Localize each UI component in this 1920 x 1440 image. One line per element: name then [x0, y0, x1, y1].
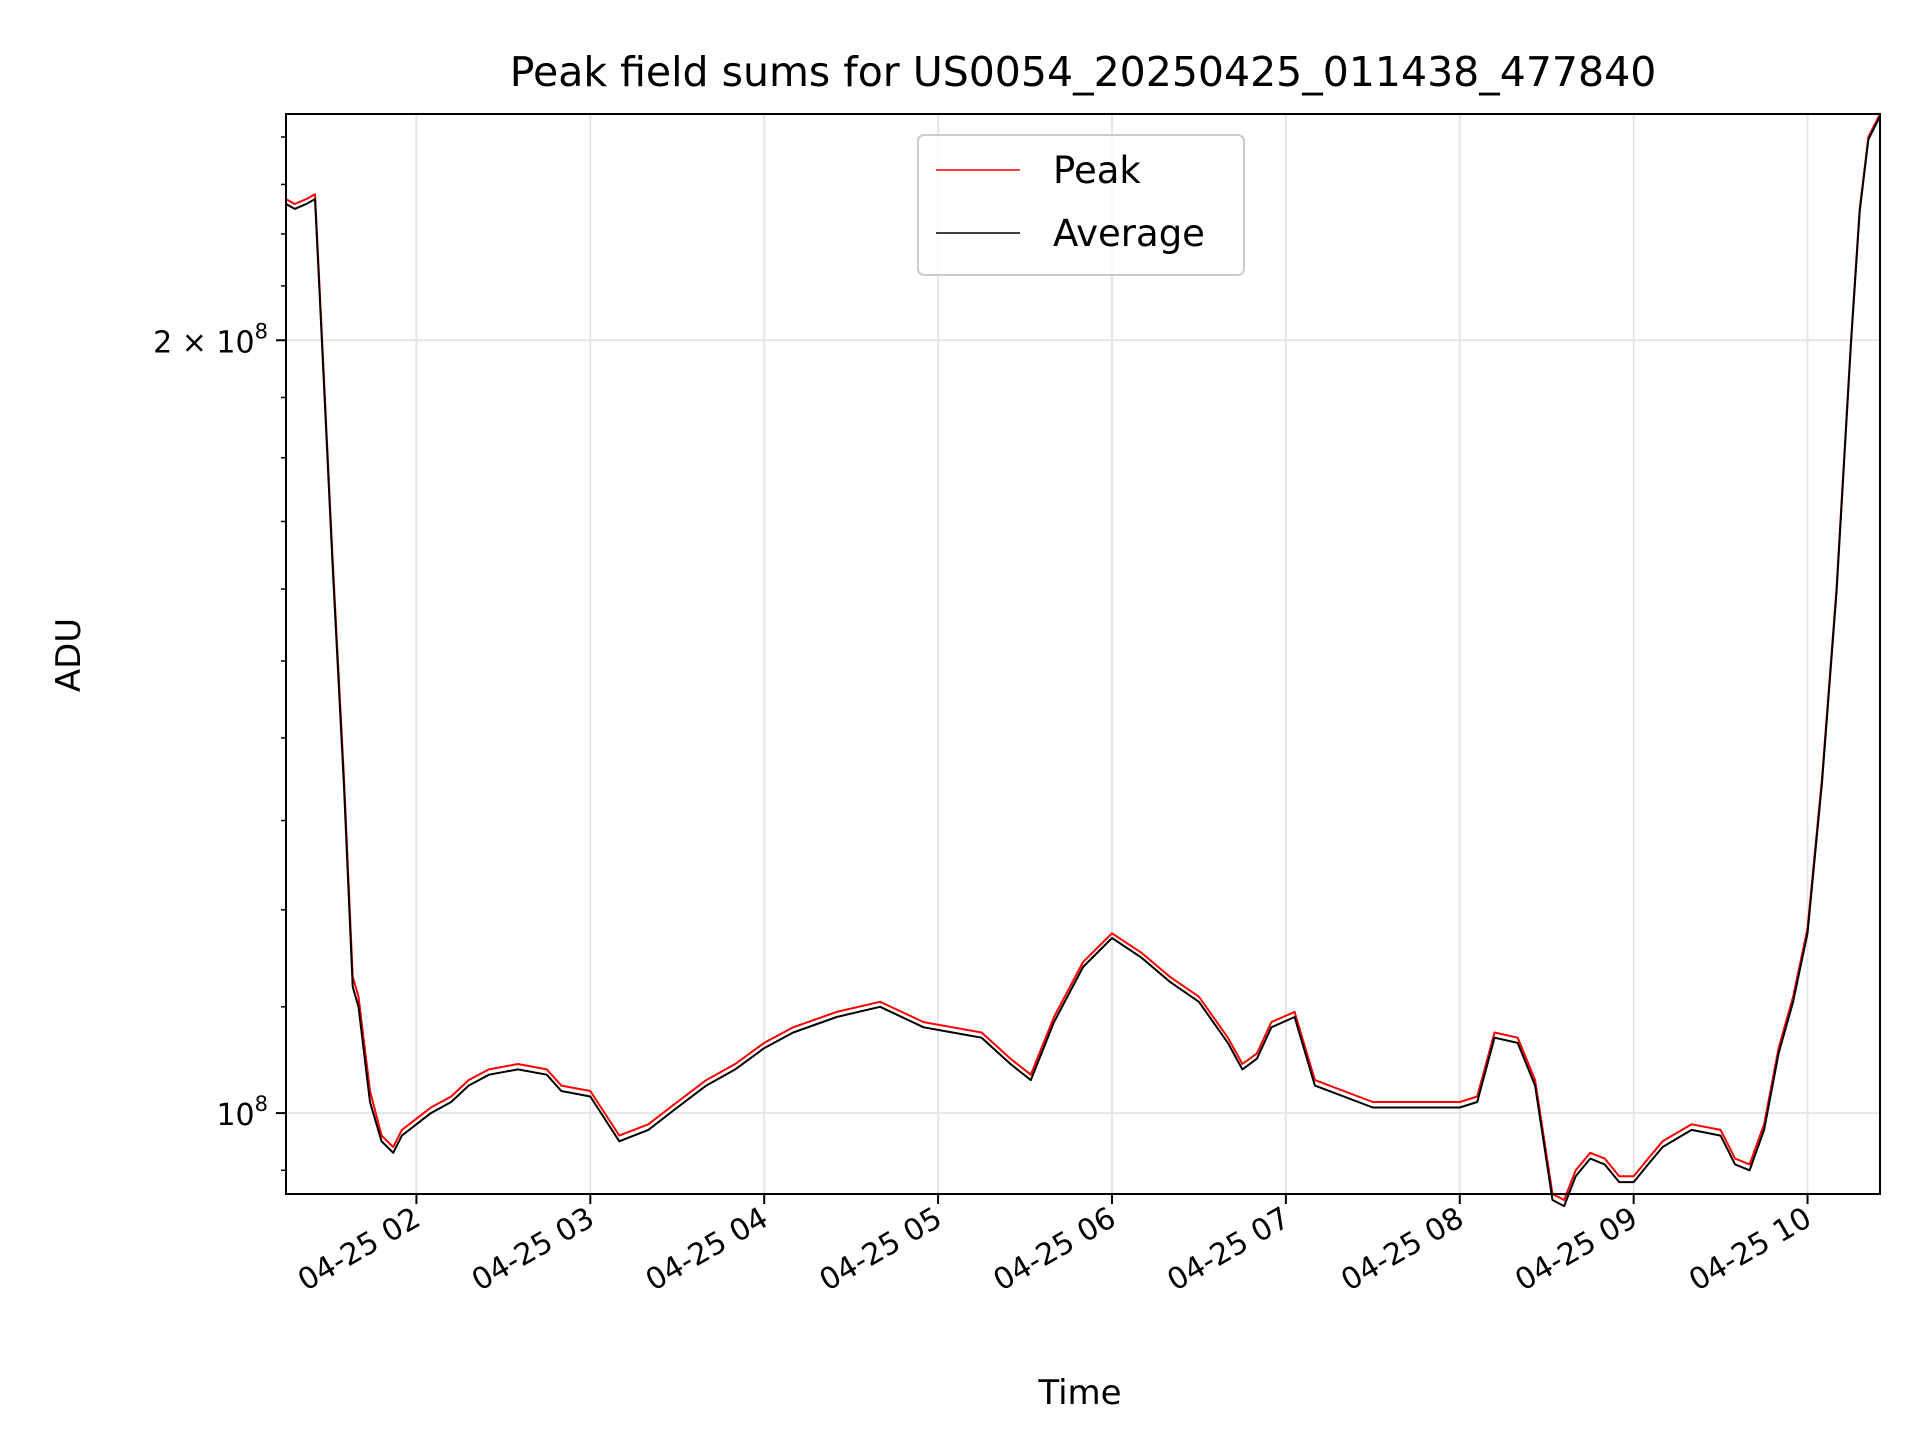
y-axis-label: ADU — [49, 618, 89, 692]
y-tick-mantissa-0: 10 — [216, 1098, 254, 1133]
legend: Peak Average — [917, 134, 1245, 276]
plot-frame — [285, 113, 1881, 1195]
series-layer — [285, 113, 1881, 1208]
y-tick-exponent-0: 8 — [255, 1092, 268, 1116]
series-line-peak — [285, 113, 1881, 1201]
y-tick-mantissa-1: 2 × 10 — [153, 325, 254, 360]
y-tick-label-1: 2 × 108 — [153, 319, 268, 360]
legend-label-average: Average — [1053, 212, 1205, 255]
chart-title: Peak field sums for US0054_20250425_0114… — [510, 48, 1657, 96]
legend-label-peak: Peak — [1053, 149, 1141, 192]
y-tick-exponent-1: 8 — [255, 319, 268, 343]
y-tick-label-0: 108 — [216, 1092, 268, 1133]
series-line-average — [285, 115, 1881, 1208]
x-axis-label: Time — [1037, 1373, 1121, 1413]
grid — [286, 114, 1880, 1194]
